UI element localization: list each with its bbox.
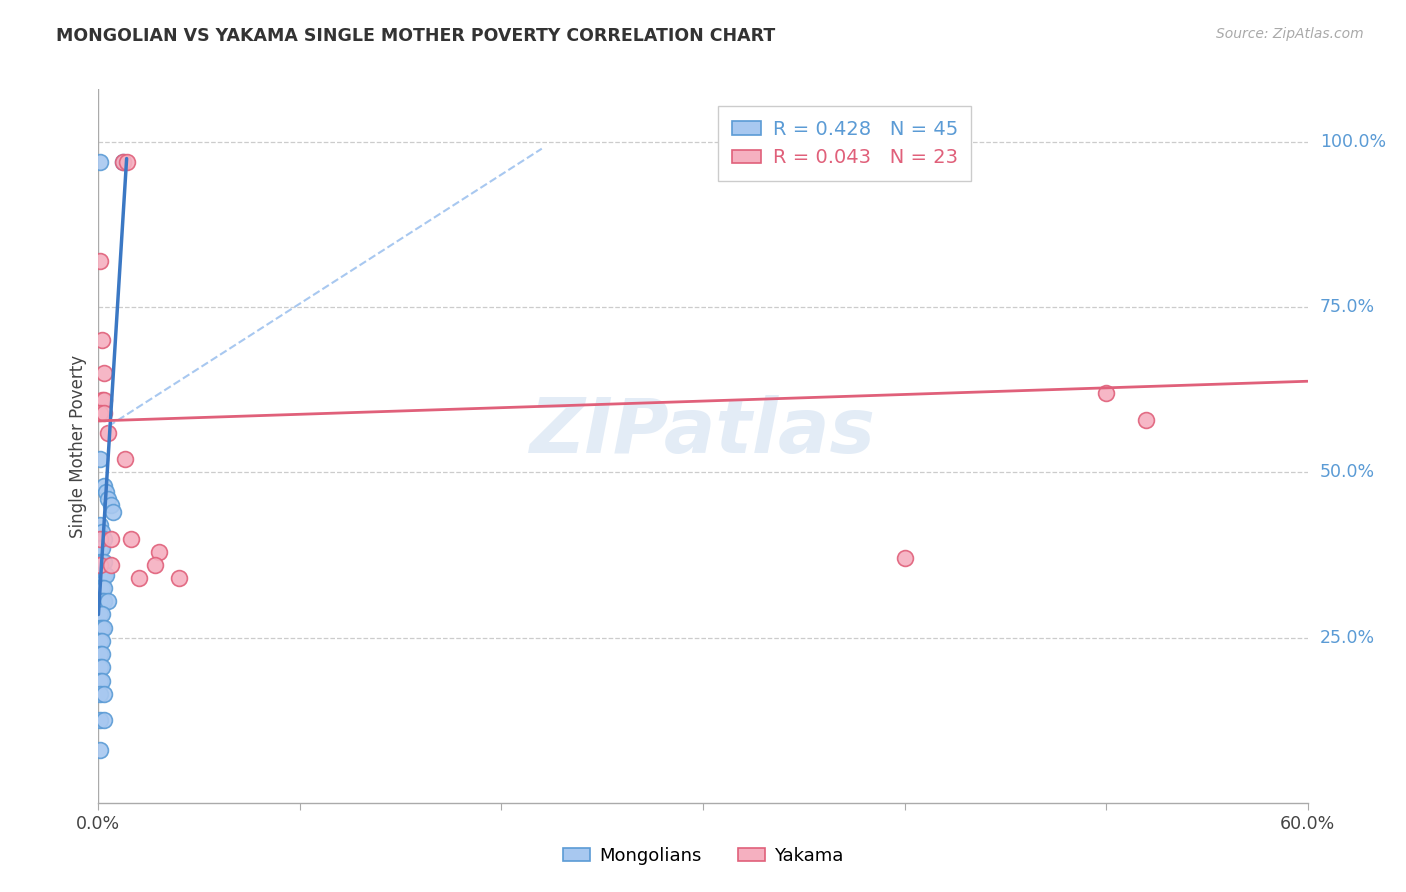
Point bbox=[114, 452, 136, 467]
Point bbox=[91, 660, 114, 674]
Point bbox=[93, 621, 115, 635]
Point bbox=[91, 594, 114, 608]
Point bbox=[128, 571, 150, 585]
Legend: R = 0.428   N = 45, R = 0.043   N = 23: R = 0.428 N = 45, R = 0.043 N = 23 bbox=[718, 106, 972, 181]
Point bbox=[91, 567, 114, 582]
Point bbox=[91, 673, 114, 688]
Point bbox=[97, 594, 120, 608]
Point bbox=[93, 555, 115, 569]
Point bbox=[93, 406, 115, 420]
Point bbox=[93, 367, 115, 381]
Point bbox=[167, 571, 190, 585]
Point bbox=[89, 687, 111, 701]
Point bbox=[893, 551, 915, 566]
Point bbox=[93, 478, 115, 492]
Point bbox=[89, 555, 111, 569]
Point bbox=[89, 406, 111, 420]
Point bbox=[96, 567, 118, 582]
Point bbox=[89, 673, 111, 688]
Point bbox=[91, 333, 114, 347]
Point bbox=[93, 567, 115, 582]
Point bbox=[148, 545, 170, 559]
Text: ZIPatlas: ZIPatlas bbox=[530, 395, 876, 468]
Point bbox=[91, 607, 114, 622]
Text: Source: ZipAtlas.com: Source: ZipAtlas.com bbox=[1216, 27, 1364, 41]
Point bbox=[93, 594, 115, 608]
Point bbox=[1135, 412, 1157, 426]
Point bbox=[89, 581, 111, 595]
Point bbox=[93, 392, 115, 407]
Point bbox=[89, 743, 111, 757]
Point bbox=[89, 607, 111, 622]
Point bbox=[89, 660, 111, 674]
Point bbox=[89, 634, 111, 648]
Point bbox=[100, 499, 122, 513]
Point bbox=[89, 154, 111, 169]
Y-axis label: Single Mother Poverty: Single Mother Poverty bbox=[69, 354, 87, 538]
Point bbox=[91, 392, 114, 407]
Point bbox=[101, 505, 124, 519]
Point bbox=[89, 532, 111, 546]
Point bbox=[91, 647, 114, 661]
Point bbox=[93, 713, 115, 727]
Point bbox=[96, 485, 118, 500]
Point bbox=[89, 621, 111, 635]
Text: 25.0%: 25.0% bbox=[1320, 629, 1375, 647]
Point bbox=[89, 567, 111, 582]
Point bbox=[115, 154, 138, 169]
Text: 100.0%: 100.0% bbox=[1320, 133, 1386, 151]
Point bbox=[91, 581, 114, 595]
Point bbox=[93, 532, 115, 546]
Point bbox=[100, 532, 122, 546]
Point bbox=[91, 621, 114, 635]
Point bbox=[89, 647, 111, 661]
Point bbox=[111, 154, 134, 169]
Point bbox=[89, 713, 111, 727]
Point bbox=[143, 558, 166, 572]
Point bbox=[111, 154, 134, 169]
Point bbox=[91, 555, 114, 569]
Point bbox=[91, 541, 114, 556]
Point bbox=[89, 558, 111, 572]
Point bbox=[97, 491, 120, 506]
Point bbox=[89, 254, 111, 268]
Point bbox=[89, 452, 111, 467]
Point bbox=[97, 425, 120, 440]
Point bbox=[93, 687, 115, 701]
Point bbox=[100, 558, 122, 572]
Point bbox=[89, 594, 111, 608]
Point bbox=[89, 518, 111, 533]
Text: 50.0%: 50.0% bbox=[1320, 464, 1375, 482]
Point bbox=[89, 541, 111, 556]
Text: 75.0%: 75.0% bbox=[1320, 298, 1375, 317]
Point bbox=[93, 581, 115, 595]
Point bbox=[1095, 386, 1118, 401]
Point bbox=[91, 524, 114, 539]
Point bbox=[91, 634, 114, 648]
Point bbox=[120, 532, 142, 546]
Text: MONGOLIAN VS YAKAMA SINGLE MOTHER POVERTY CORRELATION CHART: MONGOLIAN VS YAKAMA SINGLE MOTHER POVERT… bbox=[56, 27, 776, 45]
